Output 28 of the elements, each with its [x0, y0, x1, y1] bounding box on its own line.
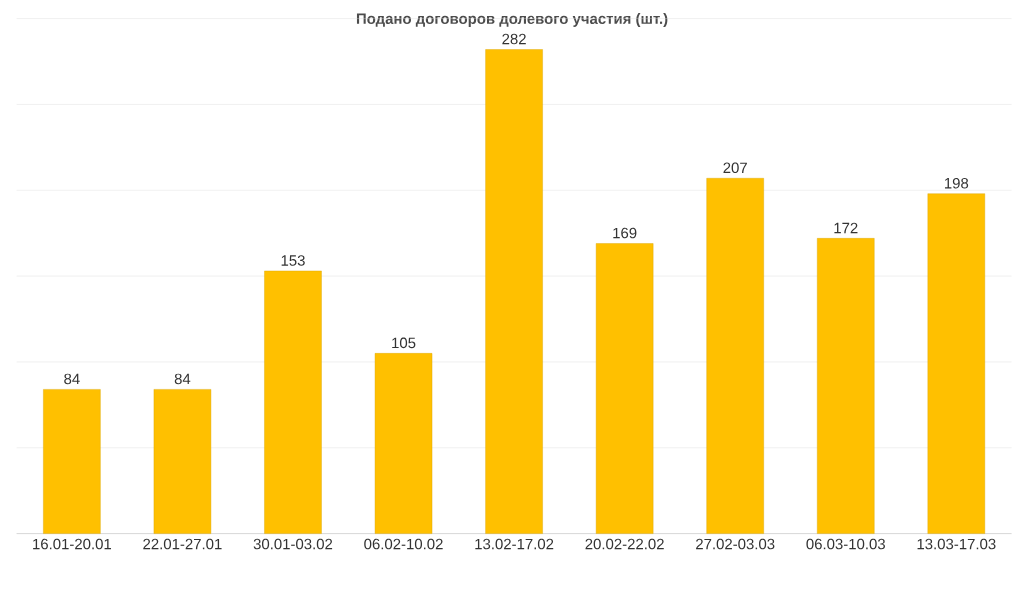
- x-tick-label: 13.03-17.03: [917, 538, 996, 550]
- x-tick-label: 30.01-03.02: [253, 538, 333, 550]
- bar: [706, 178, 764, 534]
- bar: [43, 389, 101, 534]
- data-label: 84: [174, 373, 191, 385]
- x-tick-label: 06.03-10.03: [806, 538, 885, 550]
- bar: [264, 270, 322, 534]
- bar: [153, 389, 212, 534]
- data-label: 198: [944, 177, 969, 189]
- data-label: 207: [723, 162, 747, 174]
- data-label: 172: [834, 222, 858, 234]
- x-tick-label: 22.01-27.01: [143, 538, 222, 550]
- bar: [595, 243, 654, 534]
- x-tick-label: 16.01-20.01: [33, 538, 112, 550]
- x-tick-label: 13.02-17.02: [475, 538, 554, 550]
- bar: [374, 353, 433, 534]
- data-label: 153: [281, 255, 305, 266]
- bar: [485, 49, 543, 534]
- bar: [927, 193, 986, 534]
- data-label: 105: [392, 337, 416, 349]
- x-tick-label: 20.02-22.02: [585, 538, 664, 550]
- chart-title: Подано договоров долевого участия (шт.): [356, 13, 668, 27]
- data-label: 282: [502, 33, 526, 45]
- x-tick-label: 06.02-10.02: [364, 538, 443, 550]
- data-label: 169: [613, 227, 637, 239]
- data-label: 84: [64, 373, 80, 385]
- x-tick-label: 27.02-03.03: [696, 538, 775, 550]
- bar: [817, 238, 875, 534]
